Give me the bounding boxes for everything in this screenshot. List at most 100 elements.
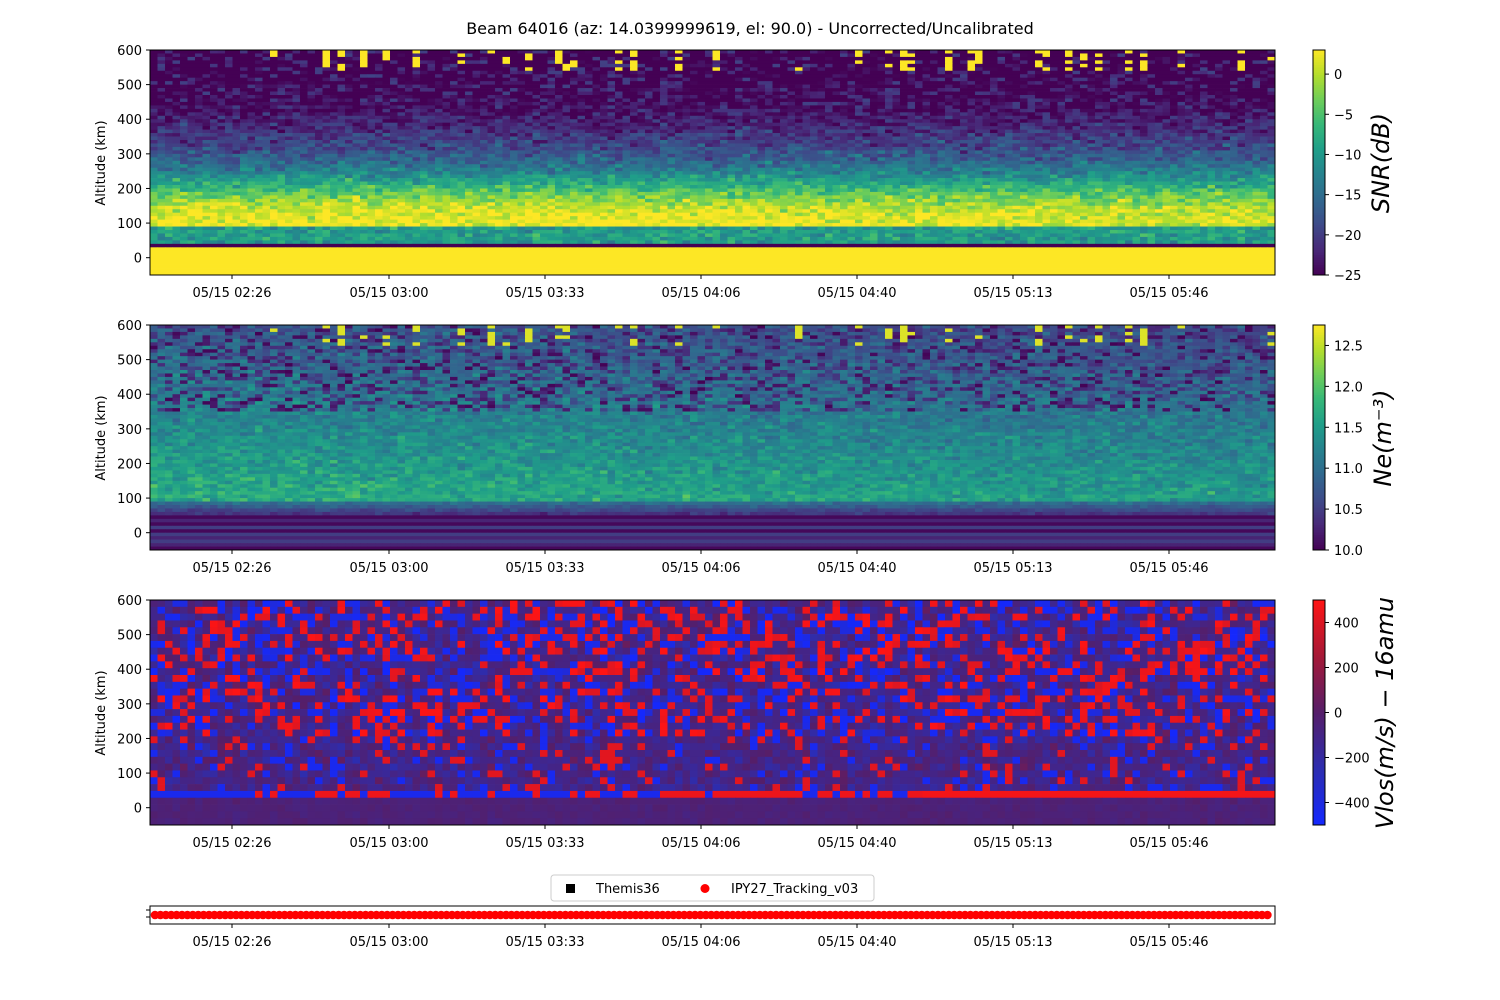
heatmap-cell (180, 157, 188, 161)
heatmap-cell (353, 143, 361, 147)
heatmap-cell (1110, 130, 1118, 134)
heatmap-cell (1260, 74, 1268, 78)
heatmap-cell (1005, 85, 1013, 89)
heatmap-cell (668, 161, 676, 165)
heatmap-cell (675, 157, 683, 161)
heatmap-cell (330, 157, 338, 161)
heatmap-cell (1103, 161, 1111, 165)
heatmap-cell (443, 112, 451, 116)
heatmap-cell (803, 57, 811, 61)
heatmap-cell (578, 119, 586, 123)
heatmap-cell (563, 161, 571, 165)
heatmap-cell (1020, 81, 1028, 85)
heatmap-cell (285, 98, 293, 102)
heatmap-cell (630, 71, 638, 75)
heatmap-cell (1065, 85, 1073, 89)
heatmap-cell (563, 74, 571, 78)
heatmap-cell (1043, 81, 1051, 85)
heatmap-cell (870, 161, 878, 165)
heatmap-cell (495, 157, 503, 161)
heatmap-cell (383, 81, 391, 85)
heatmap-cell (480, 112, 488, 116)
heatmap-cell (870, 150, 878, 154)
heatmap-cell (1088, 53, 1096, 57)
heatmap-cell (525, 123, 533, 127)
heatmap-cell (1088, 116, 1096, 120)
heatmap-cell (1080, 74, 1088, 78)
heatmap-cell (795, 133, 803, 137)
heatmap-cell (300, 147, 308, 151)
heatmap-cell (233, 74, 241, 78)
heatmap-cell (563, 57, 571, 61)
heatmap-cell (1253, 60, 1261, 64)
heatmap-cell (780, 53, 788, 57)
heatmap-cell (308, 126, 316, 130)
heatmap-cell (420, 161, 428, 165)
heatmap-cell (795, 105, 803, 109)
heatmap-cell (360, 161, 368, 165)
heatmap-cell (240, 164, 248, 168)
heatmap-cell (1073, 67, 1081, 71)
heatmap-cell (698, 150, 706, 154)
heatmap-cell (203, 161, 211, 165)
heatmap-cell (675, 147, 683, 151)
heatmap-cell (1253, 57, 1261, 61)
heatmap-cell (968, 85, 976, 89)
heatmap-cell (195, 123, 203, 127)
heatmap-cell (285, 109, 293, 113)
heatmap-cell (1125, 123, 1133, 127)
heatmap-cell (878, 67, 886, 71)
heatmap-cell (915, 53, 923, 57)
heatmap-cell (1185, 85, 1193, 89)
heatmap-cell (450, 140, 458, 144)
heatmap-cell (510, 119, 518, 123)
heatmap-cell (773, 50, 781, 54)
heatmap-cell (308, 74, 316, 78)
heatmap-cell (1245, 60, 1253, 64)
heatmap-cell (593, 123, 601, 127)
heatmap-cell (758, 140, 766, 144)
heatmap-cell (600, 71, 608, 75)
heatmap-cell (998, 50, 1006, 54)
heatmap-cell (383, 147, 391, 151)
heatmap-cell (1073, 116, 1081, 120)
heatmap-cell (1073, 60, 1081, 64)
heatmap-cell (525, 53, 533, 57)
heatmap-cell (825, 57, 833, 61)
heatmap-cell (488, 60, 496, 64)
heatmap-cell (810, 78, 818, 82)
heatmap-cell (1268, 126, 1276, 130)
heatmap-cell (383, 88, 391, 92)
heatmap-cell (983, 116, 991, 120)
heatmap-cell (1245, 53, 1253, 57)
heatmap-cell (690, 133, 698, 137)
heatmap-cell (1125, 150, 1133, 154)
heatmap-cell (503, 71, 511, 75)
heatmap-cell (1148, 133, 1156, 137)
heatmap-cell (1110, 137, 1118, 141)
heatmap-cell (540, 67, 548, 71)
heatmap-cell (833, 137, 841, 141)
heatmap-cell (1193, 157, 1201, 161)
heatmap-cell (570, 143, 578, 147)
heatmap-cell (270, 143, 278, 147)
heatmap-cell (338, 112, 346, 116)
heatmap-cell (150, 53, 158, 57)
heatmap-cell (180, 147, 188, 151)
heatmap-cell (420, 60, 428, 64)
heatmap-cell (735, 88, 743, 92)
heatmap-cell (1215, 85, 1223, 89)
heatmap-cell (668, 105, 676, 109)
heatmap-cell (758, 85, 766, 89)
heatmap-cell (428, 88, 436, 92)
heatmap-cell (735, 95, 743, 99)
heatmap-cell (488, 133, 496, 137)
heatmap-cell (458, 67, 466, 71)
heatmap-cell (1043, 119, 1051, 123)
heatmap-cell (630, 95, 638, 99)
heatmap-cell (338, 109, 346, 113)
heatmap-cell (833, 102, 841, 106)
heatmap-cell (810, 95, 818, 99)
heatmap-cell (608, 133, 616, 137)
heatmap-cell (1013, 123, 1021, 127)
